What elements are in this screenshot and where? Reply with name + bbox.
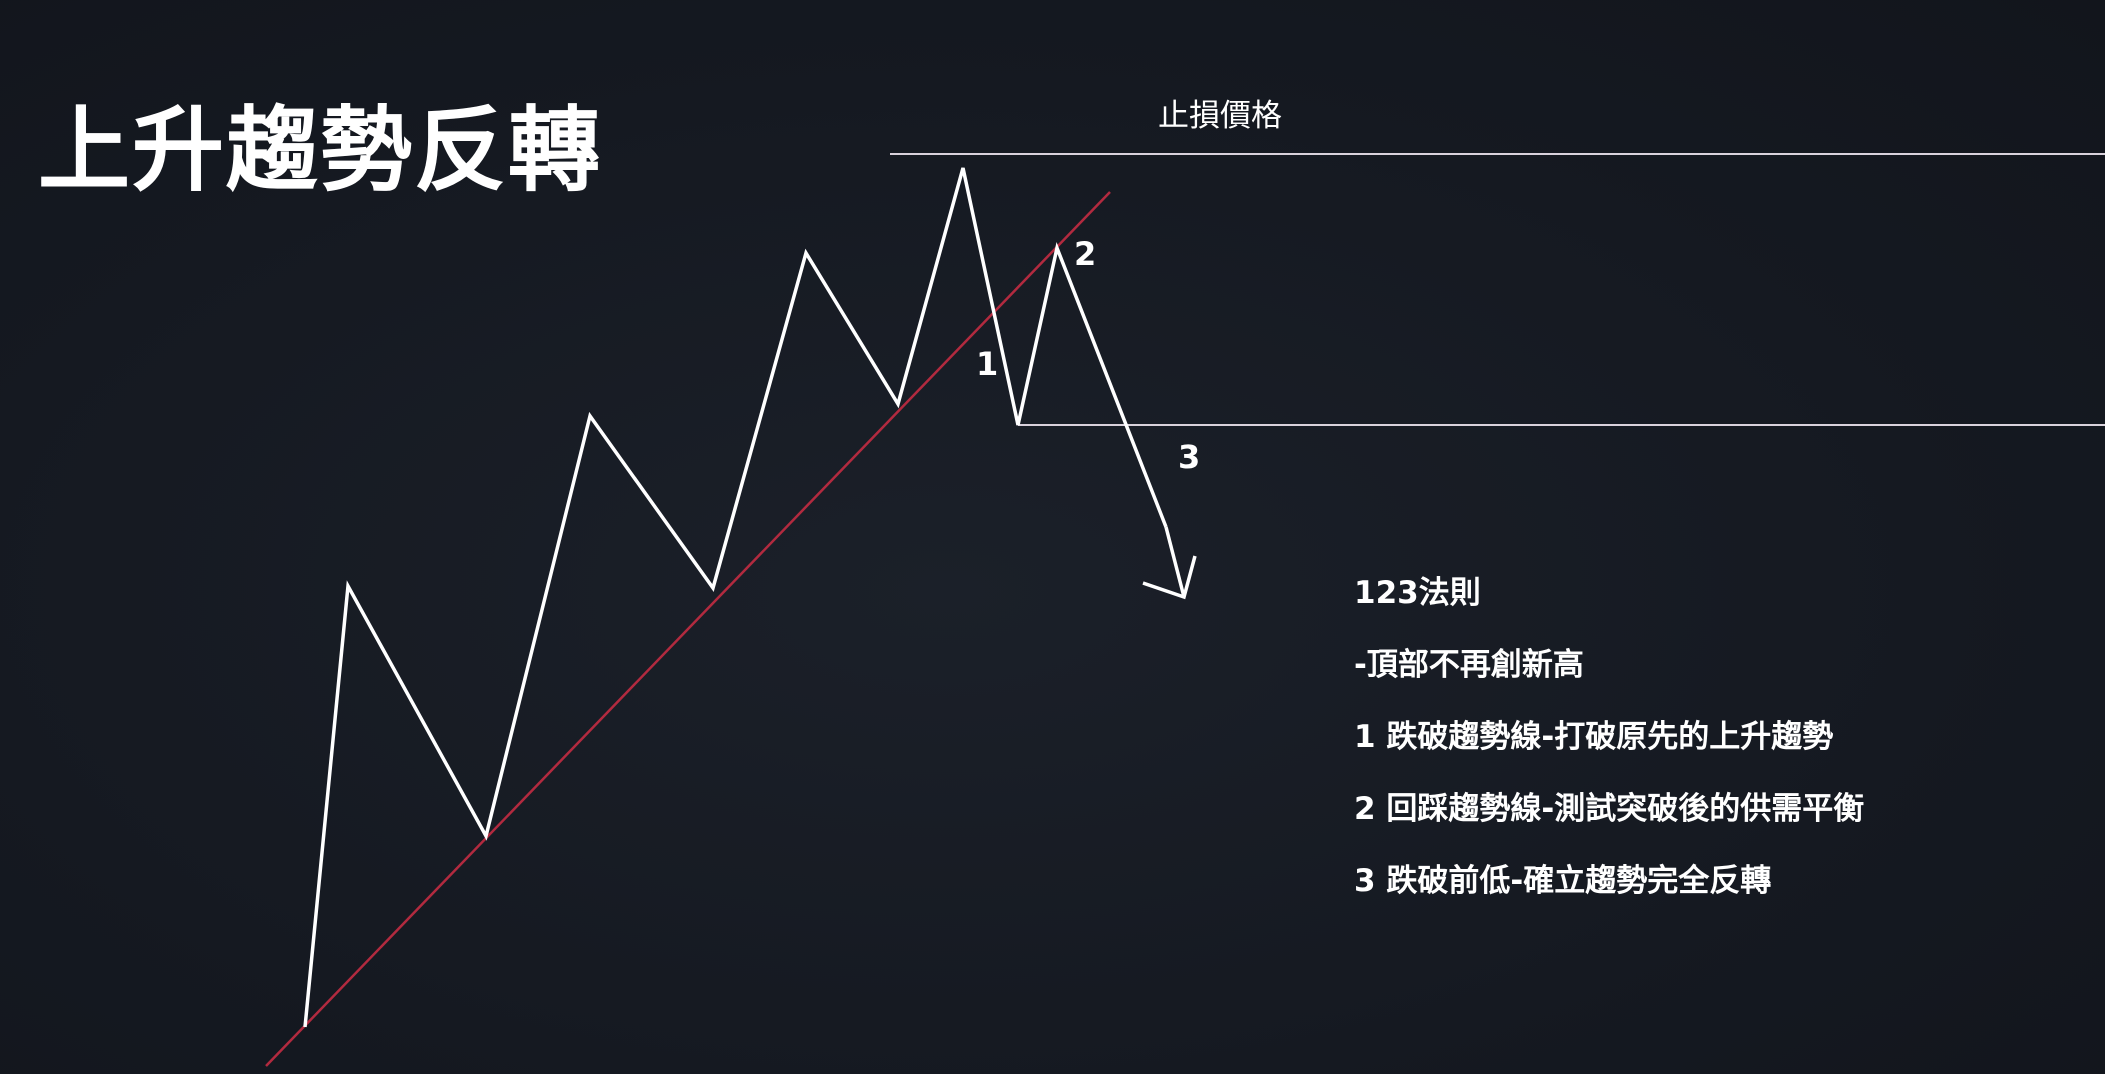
down-arrow-head bbox=[1142, 555, 1197, 600]
note-item: -頂部不再創新高 bbox=[1354, 647, 1584, 683]
uptrend-line bbox=[265, 191, 1111, 1067]
down-arrow-shaft bbox=[1164, 526, 1186, 598]
stop-loss-label: 止損價格 bbox=[1158, 98, 1282, 134]
note-item: 3 跌破前低-確立趨勢完全反轉 bbox=[1354, 863, 1772, 899]
note-item: 2 回踩趨勢線-測試突破後的供需平衡 bbox=[1354, 791, 1865, 827]
page-title: 上升趨勢反轉 bbox=[38, 97, 603, 204]
notes-heading: 123法則 bbox=[1354, 575, 1481, 611]
rule-notes: 123法則 -頂部不再創新高 1 跌破趨勢線-打破原先的上升趨勢 2 回踩趨勢線… bbox=[1354, 578, 1864, 938]
note-item: 1 跌破趨勢線-打破原先的上升趨勢 bbox=[1354, 719, 1834, 755]
marker-1: 1 bbox=[976, 345, 999, 383]
price-path bbox=[303, 167, 1168, 1028]
marker-2: 2 bbox=[1074, 235, 1097, 273]
marker-3: 3 bbox=[1178, 438, 1201, 476]
